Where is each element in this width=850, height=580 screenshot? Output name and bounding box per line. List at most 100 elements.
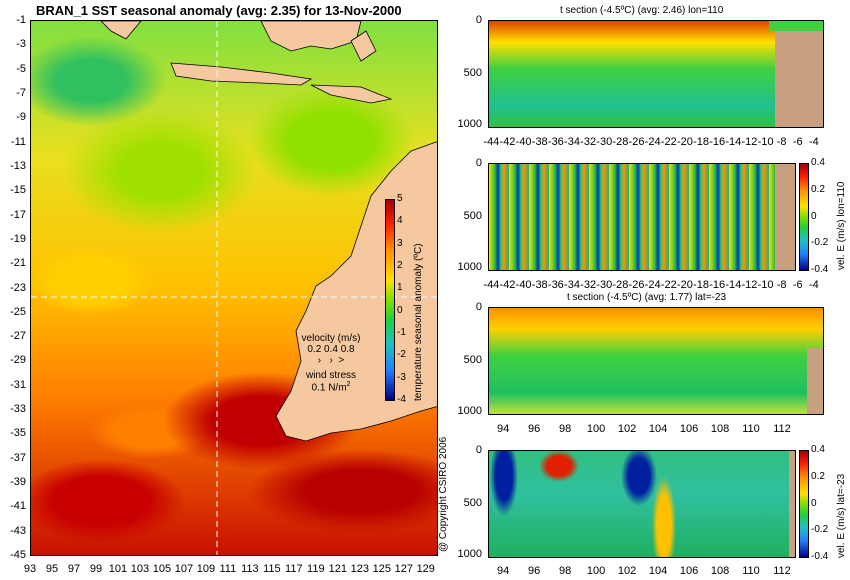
tick-label: 98: [558, 423, 572, 435]
tick-label: -29: [10, 354, 26, 367]
tick-label: 102: [617, 565, 637, 577]
tick-label: -18: [693, 136, 709, 148]
tick-label: 94: [496, 423, 510, 435]
tick-label: 108: [710, 565, 730, 577]
tick-label: -40: [515, 136, 532, 148]
tick-label: 105: [152, 563, 172, 575]
depth-tick-label: 1000: [457, 547, 482, 560]
tick-label: -36: [547, 279, 564, 291]
tick-label: -42: [499, 136, 516, 148]
tick-label: 99: [89, 563, 103, 575]
velocity-legend-scale: 0.2 0.4 0.8: [307, 344, 355, 355]
wind-stress-value: 0.1 N/m2: [311, 381, 351, 394]
java-island: [170, 62, 313, 86]
panel1-surface-strip: [769, 21, 823, 31]
tick-label: -9: [16, 111, 26, 124]
map-overlay: [31, 21, 437, 555]
tick-label: 112: [773, 565, 791, 577]
tick-label: -12: [741, 279, 758, 291]
tick-label: -38: [531, 279, 548, 291]
tick-label: -5: [16, 62, 26, 75]
tick-label: 97: [67, 563, 81, 575]
panel3-temperature-section[interactable]: [488, 307, 824, 415]
tick-label: -40: [515, 279, 532, 291]
tick-label: -26: [628, 279, 645, 291]
panel1-temperature-section[interactable]: [488, 20, 824, 128]
australia-landmass: [275, 141, 437, 442]
tick-label: 123: [350, 563, 369, 575]
panel1-lat-axis: -44 -42 -40 -38 -36 -34 -32 -30 -28 -26 -24 -22 -20-…: [483, 136, 824, 151]
java-landmass: [100, 21, 142, 40]
wind-stress-title: wind stress: [305, 370, 356, 381]
tick-label: -25: [10, 305, 26, 318]
panel1-depth-axis: 0 500 1000: [448, 15, 486, 130]
tick-label: -26: [628, 136, 645, 148]
tick-label: 0: [811, 497, 817, 509]
tick-label: -37: [10, 451, 26, 464]
tick-label: -3: [16, 38, 26, 51]
tick-label: -1: [16, 14, 26, 26]
tick-label: -0.4: [811, 264, 829, 275]
tick-label: -21: [10, 257, 26, 270]
tick-label: -8: [776, 136, 787, 148]
tick-label: 4: [397, 215, 403, 227]
tick-label: -14: [725, 279, 742, 291]
tick-label: 103: [130, 563, 150, 575]
tick-label: -45: [10, 549, 26, 561]
tick-label: -22: [660, 136, 677, 148]
tick-label: 0: [397, 304, 403, 316]
tick-label: 110: [742, 565, 760, 577]
tick-label: -6: [792, 279, 803, 291]
tick-label: -34: [564, 136, 580, 148]
tick-label: 119: [307, 563, 325, 575]
panel4-colorbar: [799, 450, 809, 558]
panel4-colorbar-label: vel. E (m/s) lat=-23: [836, 473, 847, 558]
panel4-velocity-section[interactable]: [488, 450, 796, 558]
tick-label: 95: [45, 563, 59, 575]
tick-label: 93: [23, 563, 37, 575]
tick-label: 112: [773, 423, 791, 435]
tick-label: 100: [586, 565, 606, 577]
tick-label: 115: [263, 563, 281, 575]
depth-tick-label: 1000: [457, 404, 482, 417]
tick-label: 0.2: [811, 183, 825, 195]
tick-label: -14: [725, 136, 742, 148]
depth-tick-label: 0: [475, 301, 482, 313]
panel4-colorbar-ticks: 0.4 0.2 0 -0.2 -0.4: [811, 445, 835, 562]
tick-label: 94: [496, 565, 510, 577]
tick-label: 129: [416, 563, 435, 575]
panel1-title: t section (-4.5ºC) (avg: 2.46) lon=110: [560, 5, 724, 16]
tick-label: -36: [547, 136, 564, 148]
tick-label: 0: [811, 210, 817, 222]
depth-tick-label: 1000: [457, 117, 482, 130]
tick-label: -44: [483, 136, 500, 148]
tick-label: -8: [776, 279, 787, 291]
sst-colorbar-ticks: 5 4 3 2 1 0 -1 -2 -3 -4: [397, 194, 411, 405]
tick-label: 2: [397, 260, 403, 271]
tick-label: -7: [16, 86, 26, 99]
tick-label: 98: [558, 565, 572, 577]
tick-label: -34: [564, 279, 580, 291]
sst-anomaly-map[interactable]: velocity (m/s) 0.2 0.4 0.8 › › > wind st…: [30, 20, 438, 556]
tick-label: 110: [742, 423, 760, 435]
tick-label: -4: [809, 279, 819, 291]
panel2-velocity-section[interactable]: [488, 163, 796, 271]
tick-label: -4: [809, 136, 819, 148]
velocity-legend: velocity (m/s) 0.2 0.4 0.8 › › > wind st…: [291, 333, 371, 393]
tick-label: -6: [792, 136, 803, 148]
tick-label: 104: [648, 423, 668, 435]
tick-label: 100: [586, 423, 606, 435]
depth-tick-label: 0: [475, 157, 482, 169]
tick-label: -42: [499, 279, 516, 291]
tick-label: -2: [397, 349, 406, 361]
tick-label: -17: [10, 208, 26, 221]
tick-label: 108: [710, 423, 730, 435]
tick-label: -0.2: [811, 524, 829, 536]
tick-label: -30: [596, 279, 613, 291]
tick-label: -19: [10, 232, 26, 245]
depth-tick-label: 500: [463, 496, 482, 509]
tick-label: 106: [679, 423, 699, 435]
depth-tick-label: 500: [463, 209, 482, 222]
tick-label: -16: [709, 279, 726, 291]
tick-label: 5: [397, 193, 403, 204]
